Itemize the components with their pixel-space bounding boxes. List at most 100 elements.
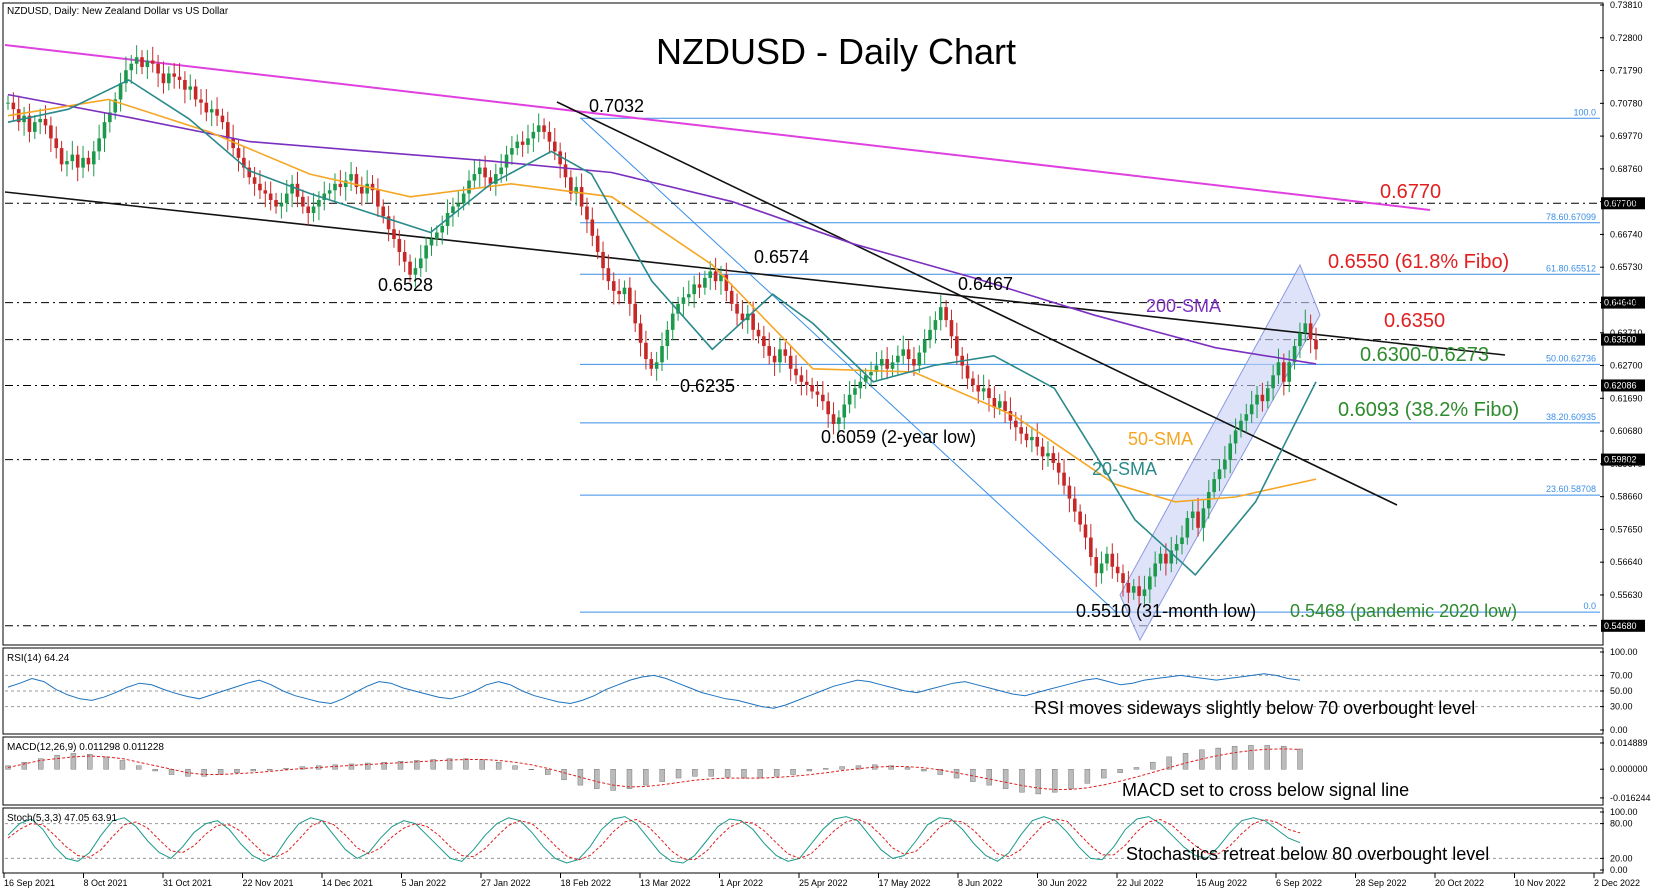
candle-body	[1083, 524, 1088, 538]
black-trendline-long	[4, 191, 1506, 356]
candle-body	[81, 157, 85, 168]
macd-bar	[365, 762, 371, 770]
candle-body	[279, 203, 284, 207]
macd-bar	[495, 761, 502, 770]
candle-body	[660, 346, 664, 363]
candle-body	[917, 352, 922, 366]
candle-body	[585, 206, 589, 220]
candle-body	[628, 287, 632, 304]
label-200-sma: 200-SMA	[1146, 296, 1221, 316]
candle-body	[799, 375, 804, 382]
candle-body	[129, 63, 134, 71]
macd-bar	[70, 753, 77, 770]
candle-body	[831, 414, 836, 424]
x-tick-label: 22 Nov 2021	[243, 878, 294, 888]
x-tick-label: 18 Feb 2022	[561, 878, 612, 888]
candle-body	[579, 187, 584, 207]
macd-bar	[659, 769, 665, 782]
candle-body	[204, 102, 209, 113]
candle-body	[1024, 433, 1029, 441]
candle-body	[440, 225, 445, 233]
candle-body	[762, 336, 766, 347]
label-0.6574: 0.6574	[754, 247, 809, 267]
candle-body	[483, 167, 487, 178]
candle-body	[1148, 576, 1152, 590]
candle-body	[853, 388, 857, 395]
macd-bar	[201, 769, 207, 777]
candle-body	[1287, 362, 1291, 382]
candle-body	[708, 271, 713, 278]
candle-body	[1014, 420, 1018, 428]
candle-body	[1121, 573, 1125, 583]
candle-body	[885, 359, 889, 369]
rsi-line	[7, 673, 1301, 709]
candle-body	[70, 154, 75, 162]
candle-body	[102, 122, 107, 139]
candle-body	[209, 109, 214, 113]
macd-bar	[626, 769, 633, 789]
candle-body	[1158, 553, 1163, 564]
long-downtrend-line	[4, 44, 1431, 211]
candle-body	[301, 196, 305, 207]
candle-body	[461, 193, 466, 204]
candle-body	[804, 381, 809, 386]
candle-body	[670, 313, 675, 330]
x-tick-label: 30 Jun 2022	[1038, 878, 1088, 888]
candle-body	[38, 118, 42, 123]
candle-body	[284, 193, 289, 204]
candle-body	[11, 102, 16, 110]
price-box-label: 0.59802	[1604, 455, 1637, 465]
sub-y-tick-label: 50.00	[1610, 686, 1633, 696]
candle-body	[1255, 394, 1259, 405]
candle-body	[86, 157, 91, 165]
candle-body	[810, 385, 814, 392]
stoch-panel: 100.00 80.00 20.00 0.00	[5, 807, 1638, 875]
rsi-note: RSI moves sideways slightly below 70 ove…	[1034, 698, 1475, 718]
candle-body	[992, 397, 997, 408]
candle-body	[558, 151, 562, 165]
fibo-label: 23.60.58708	[1546, 484, 1596, 494]
candle-body	[295, 183, 300, 197]
macd-bar	[430, 759, 436, 770]
candle-body	[360, 187, 364, 194]
label-0.7032: 0.7032	[589, 96, 644, 116]
x-tick-label: 2 Dec 2022	[1594, 878, 1640, 888]
candle-body	[949, 320, 954, 337]
candle-body	[113, 99, 118, 113]
candle-body	[381, 206, 386, 217]
candle-body	[735, 303, 739, 314]
macd-bar	[119, 760, 126, 770]
y-tick-label: 0.71790	[1610, 66, 1643, 76]
candle-body	[1131, 586, 1136, 593]
macd-bar	[561, 769, 567, 781]
price-box	[1601, 333, 1645, 346]
macd-bar	[250, 769, 257, 772]
label-pandemic-low: 0.5468 (pandemic 2020 low)	[1290, 601, 1517, 621]
price-box-label: 0.63500	[1604, 335, 1637, 345]
candle-body	[928, 329, 932, 340]
fibo-label: 100.0	[1573, 107, 1596, 117]
y-tick-label: 0.63710	[1610, 328, 1643, 338]
candle-body	[172, 73, 176, 77]
price-box-label: 0.62086	[1604, 380, 1637, 390]
candle-body	[1094, 557, 1099, 574]
candle-body	[971, 378, 975, 386]
candle-body	[1185, 518, 1190, 538]
macd-bar	[1264, 745, 1270, 770]
price-box-label: 0.54680	[1604, 621, 1637, 631]
candle-body	[1308, 323, 1313, 340]
candle-body	[1271, 375, 1275, 389]
candle-body	[33, 122, 37, 132]
macd-bar	[136, 765, 142, 770]
label-0.6350: 0.6350	[1384, 310, 1445, 332]
label-0.6550: 0.6550 (61.8% Fibo)	[1328, 251, 1509, 273]
macd-bar	[397, 761, 404, 770]
y-tick-label: 0.57650	[1610, 524, 1643, 534]
candle-body	[713, 271, 718, 282]
candle-body	[547, 131, 552, 142]
price-box	[1601, 197, 1645, 210]
candle-body	[150, 60, 155, 64]
candle-body	[837, 417, 841, 424]
candle-body	[1035, 436, 1040, 447]
candle-body	[59, 148, 64, 165]
